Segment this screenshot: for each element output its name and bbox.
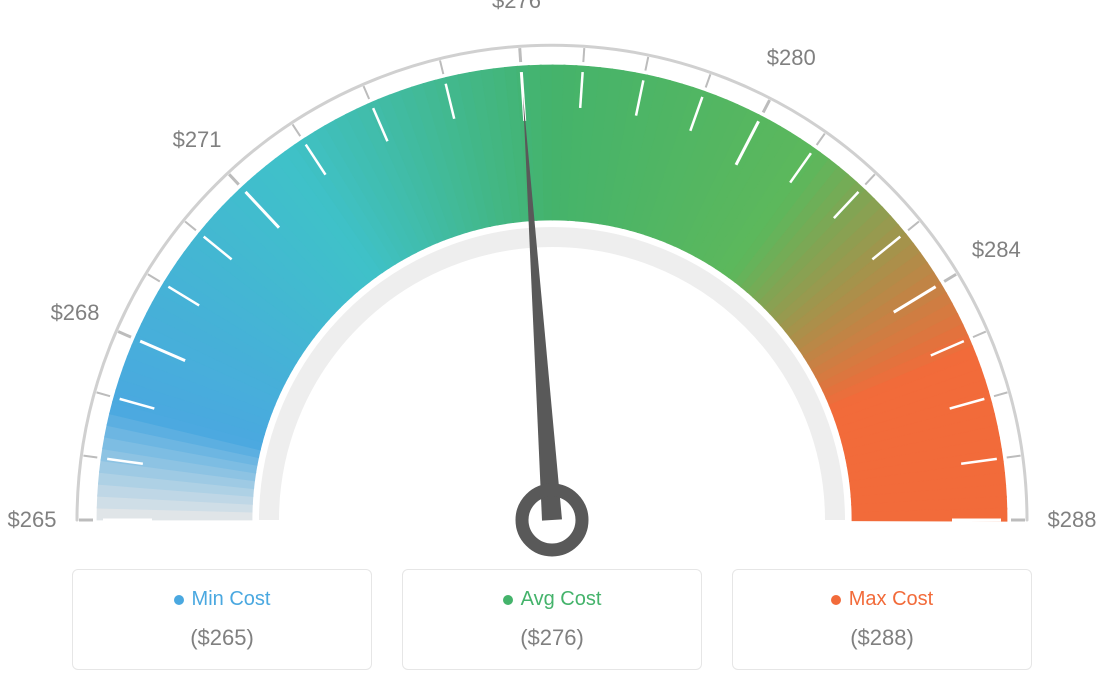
gauge-svg	[0, 0, 1104, 560]
legend-label-min: Min Cost	[192, 588, 271, 611]
legend-value-avg: ($276)	[413, 625, 691, 651]
gauge-tick-label: $265	[8, 507, 57, 533]
legend-value-min: ($265)	[83, 625, 361, 651]
legend-box-min: Min Cost ($265)	[72, 569, 372, 670]
gauge-tick-label: $288	[1048, 507, 1097, 533]
legend-label-avg: Avg Cost	[521, 588, 602, 611]
legend-row: Min Cost ($265) Avg Cost ($276) Max Cost…	[0, 569, 1104, 670]
legend-title-min: Min Cost	[174, 588, 271, 611]
legend-title-avg: Avg Cost	[503, 588, 602, 611]
gauge-chart: $265 $268 $271 $276 $280 $284 $288	[0, 0, 1104, 560]
gauge-tick-label: $271	[173, 127, 222, 153]
gauge-tick-label: $280	[767, 45, 816, 71]
gauge-tick-label: $284	[972, 237, 1021, 263]
legend-box-max: Max Cost ($288)	[732, 569, 1032, 670]
gauge-tick-label: $276	[492, 0, 541, 14]
legend-value-max: ($288)	[743, 625, 1021, 651]
legend-dot-min	[174, 595, 184, 605]
legend-box-avg: Avg Cost ($276)	[402, 569, 702, 670]
legend-dot-max	[831, 595, 841, 605]
gauge-tick-label: $268	[51, 300, 100, 326]
legend-label-max: Max Cost	[849, 588, 933, 611]
legend-dot-avg	[503, 595, 513, 605]
legend-title-max: Max Cost	[831, 588, 933, 611]
